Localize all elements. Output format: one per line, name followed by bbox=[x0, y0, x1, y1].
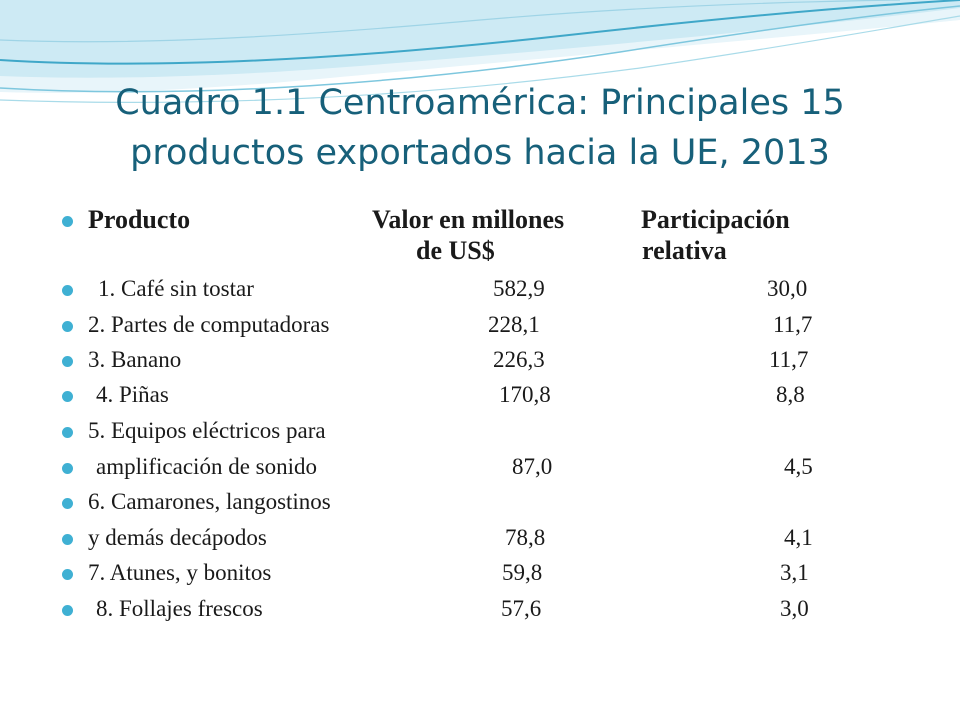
bullet-icon bbox=[62, 569, 73, 580]
row-producto: 4. Piñas bbox=[96, 382, 169, 407]
row-participacion: 11,7 bbox=[773, 312, 813, 337]
row-valor: 226,3 bbox=[493, 347, 545, 372]
bullet-icon bbox=[62, 391, 73, 402]
row-producto: 8. Follajes frescos bbox=[96, 596, 263, 621]
bullet-icon bbox=[62, 216, 73, 227]
header-producto: Producto bbox=[88, 205, 191, 234]
row-participacion: 3,0 bbox=[780, 596, 809, 621]
header-valor-line-1: Valor en millones bbox=[372, 205, 565, 234]
row-producto: 2. Partes de computadoras bbox=[88, 312, 330, 337]
row-producto: 3. Banano bbox=[88, 347, 182, 372]
row-producto: 5. Equipos eléctricos para bbox=[88, 418, 326, 443]
row-participacion: 3,1 bbox=[780, 560, 809, 585]
title-line-1: Cuadro 1.1 Centroamérica: Principales 15 bbox=[115, 83, 845, 123]
row-valor: 57,6 bbox=[501, 596, 542, 621]
row-valor: 87,0 bbox=[512, 454, 553, 479]
row-participacion: 8,8 bbox=[776, 382, 805, 407]
row-valor: 228,1 bbox=[488, 312, 540, 337]
row-participacion: 4,5 bbox=[784, 454, 813, 479]
header-valor-line-2: de US$ bbox=[416, 236, 495, 265]
bullet-icon bbox=[62, 534, 73, 545]
row-valor: 582,9 bbox=[493, 276, 545, 301]
row-producto: 7. Atunes, y bonitos bbox=[88, 560, 272, 585]
slide-title: Cuadro 1.1 Centroamérica: Principales 15… bbox=[40, 78, 920, 178]
bullet-icon bbox=[62, 356, 73, 367]
bullet-icon bbox=[62, 498, 73, 509]
header-participacion-line-1: Participación bbox=[641, 205, 790, 234]
header-participacion-line-2: relativa bbox=[642, 236, 727, 265]
row-producto: 6. Camarones, langostinos bbox=[88, 489, 331, 514]
row-producto: y demás decápodos bbox=[88, 525, 267, 550]
row-valor: 170,8 bbox=[499, 382, 551, 407]
bullet-icon bbox=[62, 463, 73, 474]
row-valor: 59,8 bbox=[502, 560, 543, 585]
bullet-icon bbox=[62, 321, 73, 332]
title-line-2: productos exportados hacia la UE, 2013 bbox=[130, 133, 830, 173]
bullet-icon bbox=[62, 605, 73, 616]
decorative-wave-background bbox=[0, 0, 960, 104]
bullet-icon bbox=[62, 285, 73, 296]
row-participacion: 11,7 bbox=[769, 347, 809, 372]
row-valor: 78,8 bbox=[505, 525, 546, 550]
row-producto: amplificación de sonido bbox=[96, 454, 317, 479]
row-producto: 1. Café sin tostar bbox=[98, 276, 254, 301]
row-participacion: 4,1 bbox=[784, 525, 813, 550]
bullet-icon bbox=[62, 427, 73, 438]
row-participacion: 30,0 bbox=[767, 276, 808, 301]
